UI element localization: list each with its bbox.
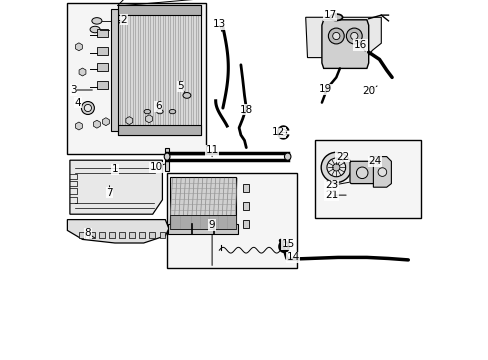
Ellipse shape <box>169 109 175 114</box>
Ellipse shape <box>183 93 190 98</box>
FancyBboxPatch shape <box>349 161 374 184</box>
Text: 23: 23 <box>325 180 338 190</box>
Bar <box>242 220 249 228</box>
Circle shape <box>328 28 344 44</box>
Bar <box>314 140 420 218</box>
Ellipse shape <box>164 153 170 160</box>
Text: 14: 14 <box>286 252 299 262</box>
Text: 20: 20 <box>362 86 374 96</box>
Bar <box>167 173 296 268</box>
Ellipse shape <box>284 153 290 160</box>
Bar <box>97 63 107 71</box>
Circle shape <box>326 158 345 177</box>
Polygon shape <box>70 160 162 214</box>
Bar <box>67 3 205 154</box>
Polygon shape <box>321 20 368 68</box>
Text: 8: 8 <box>84 228 91 238</box>
Bar <box>118 5 201 15</box>
Bar <box>169 177 236 229</box>
Text: 13: 13 <box>212 19 225 30</box>
Text: 4: 4 <box>75 98 81 108</box>
Text: 3: 3 <box>70 85 77 95</box>
Circle shape <box>350 32 357 40</box>
Bar <box>119 232 125 238</box>
Text: 11: 11 <box>205 145 218 156</box>
Text: 2: 2 <box>121 15 127 25</box>
Bar <box>242 184 249 192</box>
Circle shape <box>346 28 362 44</box>
Bar <box>89 232 95 238</box>
Polygon shape <box>305 17 381 58</box>
Circle shape <box>377 168 386 176</box>
Bar <box>139 232 145 238</box>
Ellipse shape <box>144 109 150 114</box>
Text: 24: 24 <box>367 156 381 166</box>
Ellipse shape <box>156 109 163 114</box>
Ellipse shape <box>92 18 102 24</box>
Bar <box>97 81 107 89</box>
Text: 18: 18 <box>239 105 252 115</box>
Text: 22: 22 <box>335 152 348 162</box>
Text: 7: 7 <box>106 188 113 198</box>
Ellipse shape <box>329 14 342 21</box>
Bar <box>164 148 168 171</box>
Bar <box>159 232 165 238</box>
Polygon shape <box>373 157 390 187</box>
Bar <box>118 5 201 135</box>
Circle shape <box>321 152 351 183</box>
Circle shape <box>332 32 339 40</box>
Circle shape <box>84 104 91 112</box>
Polygon shape <box>67 220 168 243</box>
Text: 15: 15 <box>281 239 294 249</box>
Text: 5: 5 <box>177 81 183 91</box>
Bar <box>109 232 115 238</box>
Circle shape <box>356 167 367 179</box>
Bar <box>149 232 155 238</box>
Bar <box>118 125 201 135</box>
Bar <box>99 232 104 238</box>
Bar <box>167 224 238 234</box>
Bar <box>111 9 118 131</box>
Text: 19: 19 <box>318 84 331 94</box>
Text: 16: 16 <box>353 40 366 50</box>
Text: 17: 17 <box>323 10 336 20</box>
Bar <box>97 29 107 37</box>
Bar <box>169 215 236 229</box>
Text: 6: 6 <box>155 101 161 111</box>
Ellipse shape <box>90 26 100 33</box>
Text: 10: 10 <box>149 162 163 172</box>
Bar <box>242 202 249 210</box>
Text: 21: 21 <box>325 190 338 200</box>
Circle shape <box>332 164 339 171</box>
Text: 12: 12 <box>271 127 285 138</box>
Bar <box>97 47 107 55</box>
Text: 1: 1 <box>111 164 118 174</box>
Circle shape <box>81 102 94 114</box>
Bar <box>129 232 135 238</box>
Text: 9: 9 <box>208 220 215 230</box>
Bar <box>79 232 84 238</box>
